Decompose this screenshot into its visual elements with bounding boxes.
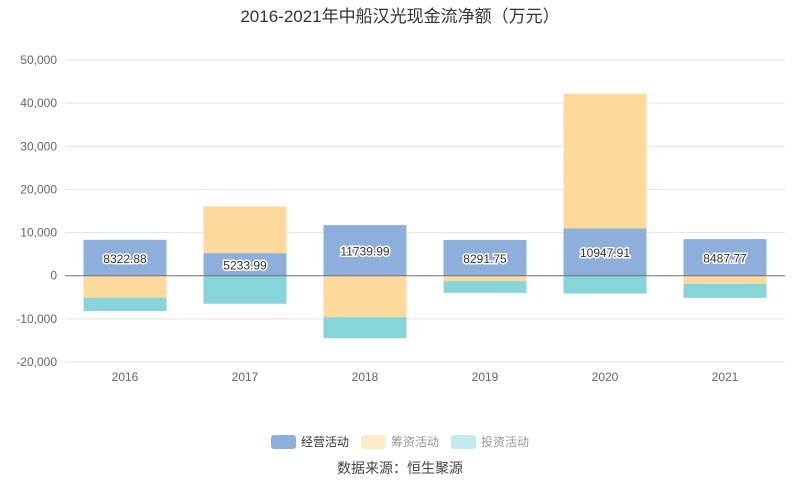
bar-投资活动-2019 xyxy=(443,281,527,293)
chart-title: 2016-2021年中船汉光现金流净额（万元） xyxy=(240,7,560,26)
y-tick-label: 10,000 xyxy=(20,226,57,240)
bar-筹资活动-2016 xyxy=(83,275,167,298)
legend-swatch xyxy=(270,434,296,449)
data-label: 10947.91 xyxy=(580,246,630,260)
bar-投资活动-2021 xyxy=(683,283,767,298)
y-tick-label: 0 xyxy=(50,269,57,283)
y-tick-label: -10,000 xyxy=(16,312,57,326)
y-tick-label: 20,000 xyxy=(20,182,57,196)
legend-item[interactable]: 经营活动 xyxy=(270,433,349,450)
legend-swatch xyxy=(360,434,386,449)
bar-经营活动-2021 xyxy=(683,239,767,276)
bar-筹资活动-2021 xyxy=(683,275,767,284)
bar-筹资活动-2020 xyxy=(563,93,647,229)
legend-label: 投资活动 xyxy=(481,435,530,449)
y-tick-label: 30,000 xyxy=(20,139,57,153)
bar-投资活动-2018 xyxy=(323,317,407,339)
bar-筹资活动-2017 xyxy=(203,206,287,254)
data-source: 数据来源：恒生聚源 xyxy=(337,460,463,476)
bar-经营活动-2016 xyxy=(83,239,167,276)
y-tick-label: 50,000 xyxy=(20,53,57,67)
data-label: 11739.99 xyxy=(340,244,389,258)
data-label: 8487.77 xyxy=(703,251,747,265)
legend: 经营活动 筹资活动 投资活动 xyxy=(0,433,800,450)
x-tick-label: 2021 xyxy=(712,370,739,384)
data-label: 5233.99 xyxy=(223,258,267,272)
x-tick-label: 2017 xyxy=(232,370,259,384)
bar-筹资活动-2018 xyxy=(323,275,407,318)
bar-筹资活动-2019 xyxy=(443,275,527,282)
bar-经营活动-2018 xyxy=(323,225,407,276)
stacked-bar-chart: -20,000 -10,000 0 10,000 20,000 30,000 40,000 5… xyxy=(16,53,785,384)
bar-投资活动-2016 xyxy=(83,297,167,312)
y-tick-label: 40,000 xyxy=(20,96,57,110)
legend-swatch xyxy=(451,434,476,449)
data-label: 8291.75 xyxy=(463,252,507,266)
legend-item[interactable]: 投资活动 xyxy=(451,433,529,450)
legend-label: 筹资活动 xyxy=(390,435,439,449)
bar-经营活动-2019 xyxy=(443,239,527,276)
legend-item[interactable]: 筹资活动 xyxy=(360,433,439,450)
x-tick-label: 2018 xyxy=(352,370,379,384)
data-label: 8322.88 xyxy=(103,252,147,266)
bar-投资活动-2017 xyxy=(203,275,287,304)
bar-经营活动-2017 xyxy=(203,253,287,276)
x-tick-label: 2019 xyxy=(472,370,499,384)
x-tick-label: 2020 xyxy=(592,370,619,384)
bar-投资活动-2020 xyxy=(563,275,647,294)
legend-label: 经营活动 xyxy=(300,435,349,449)
x-tick-label: 2016 xyxy=(112,370,139,384)
y-tick-label: -20,000 xyxy=(16,355,57,369)
bar-经营活动-2020 xyxy=(563,228,647,276)
